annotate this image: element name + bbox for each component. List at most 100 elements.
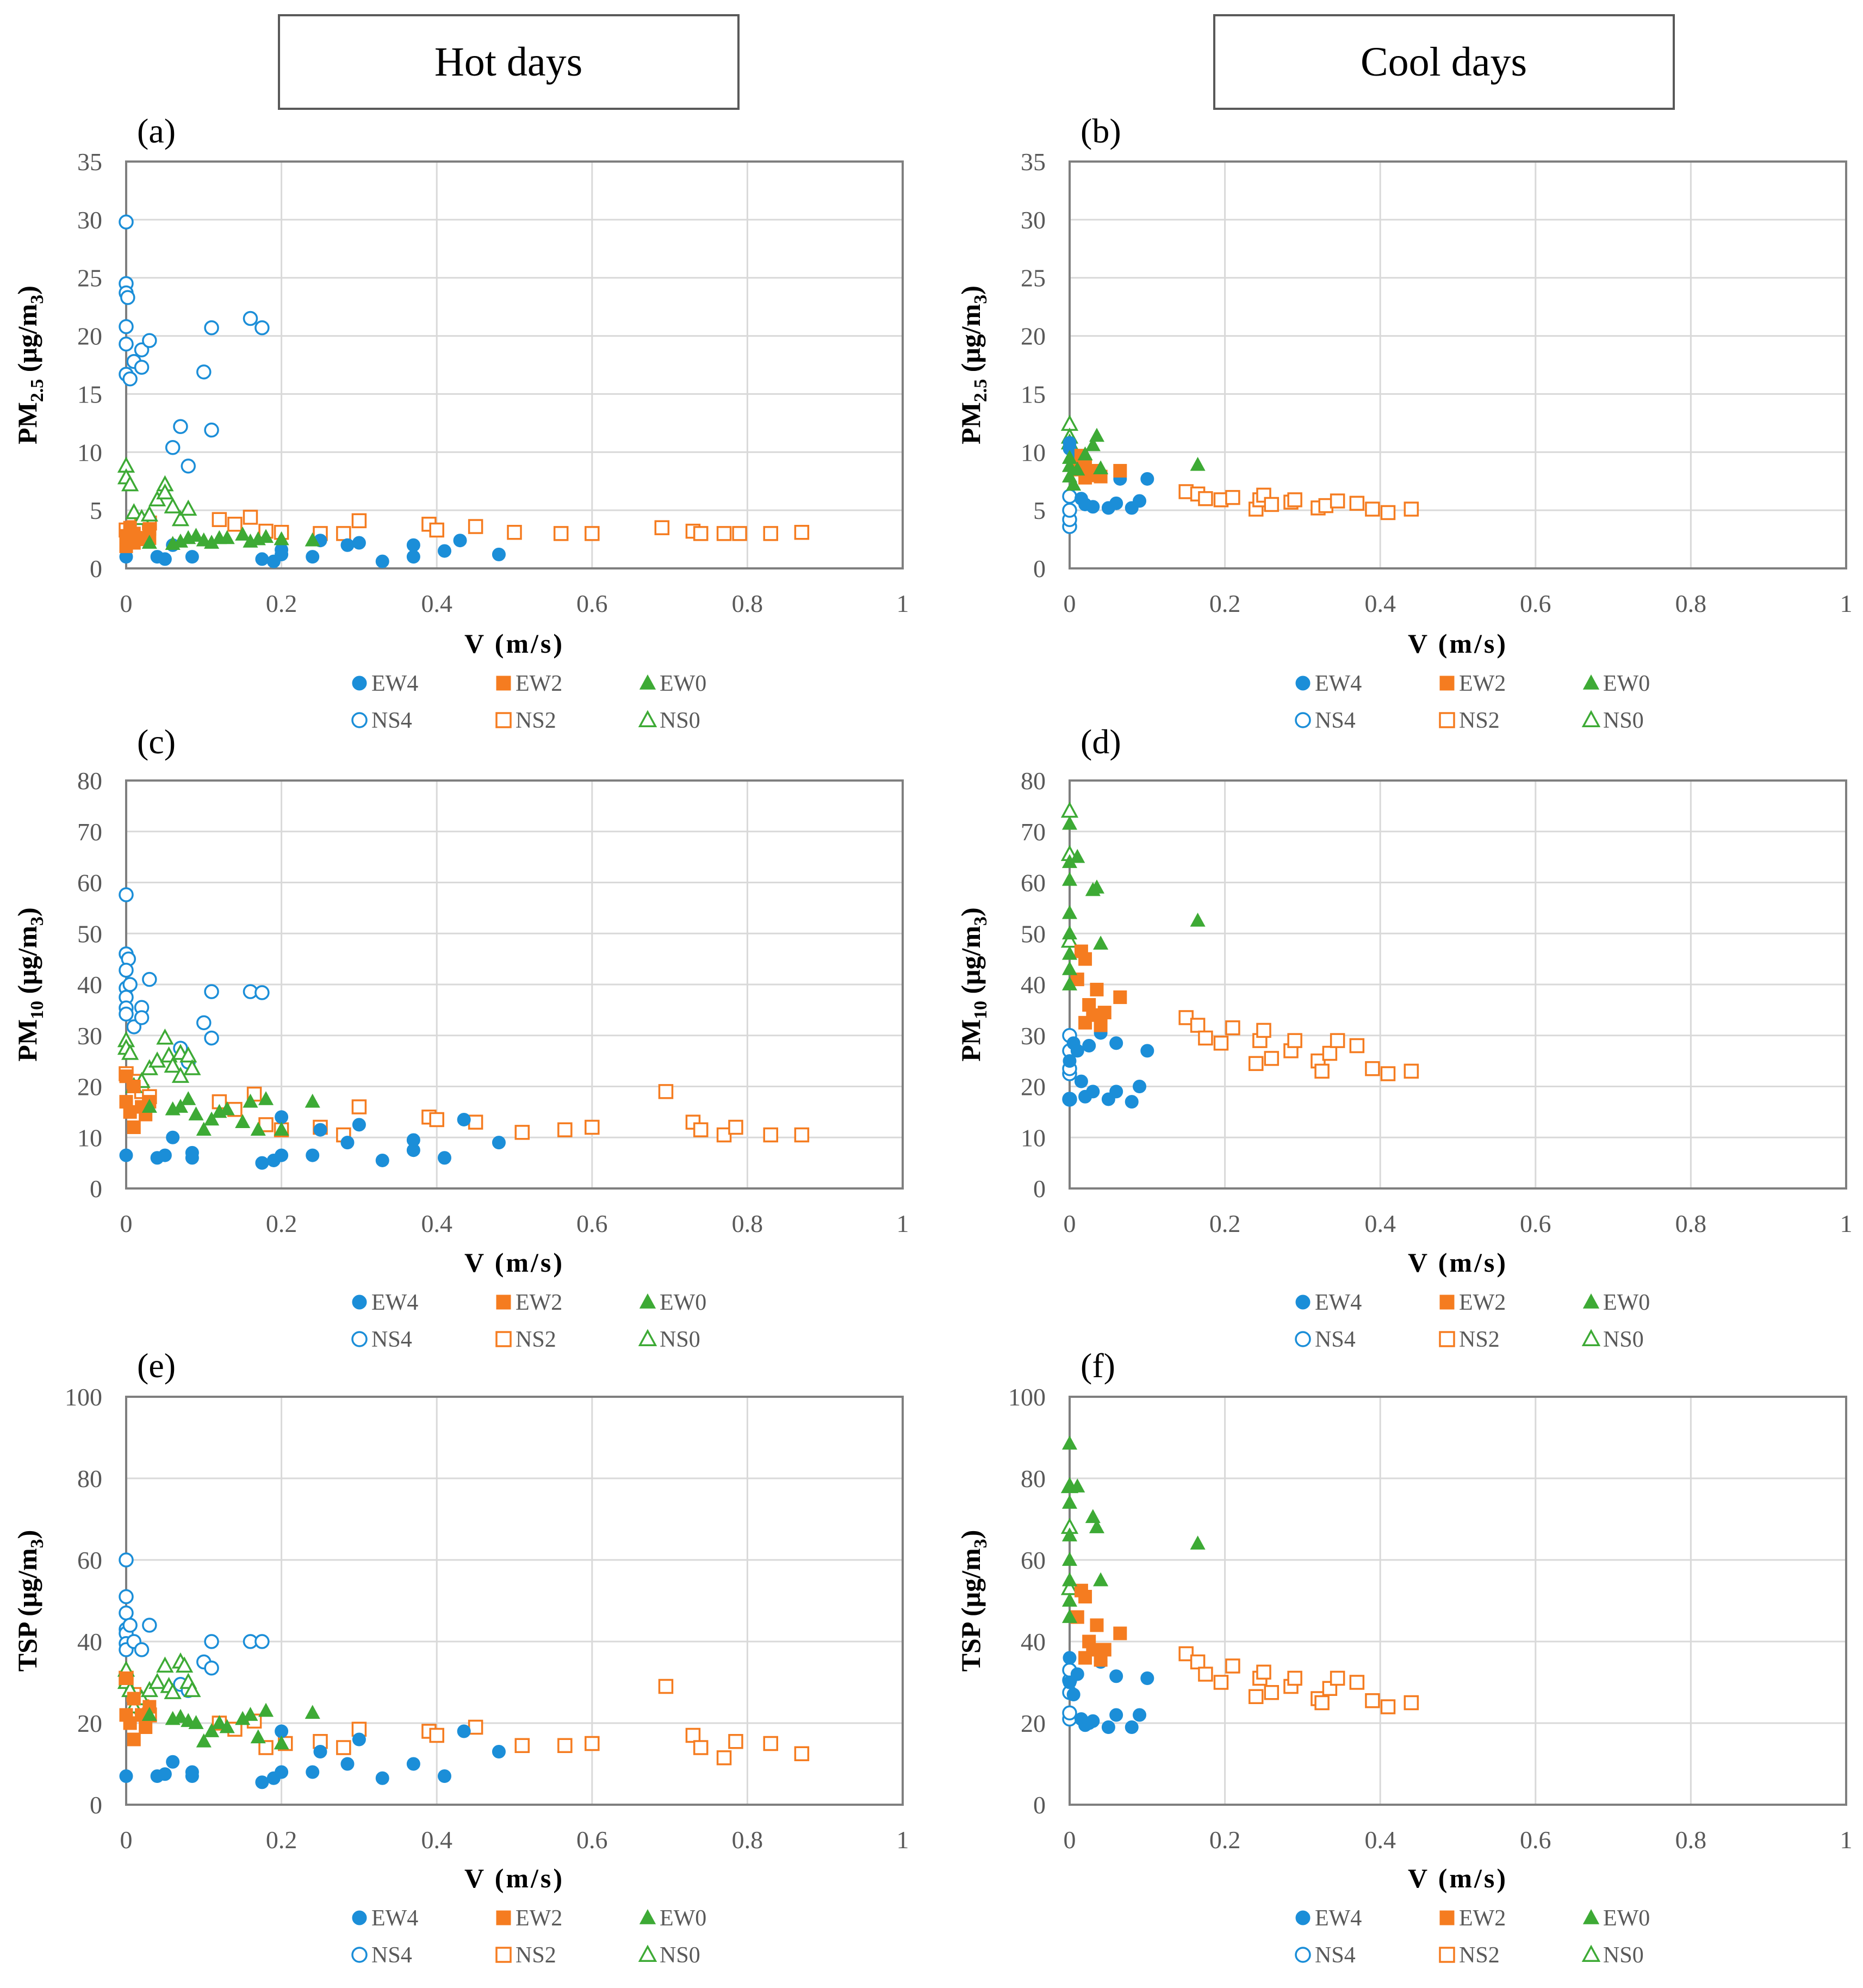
data-point-NS0 xyxy=(179,1046,197,1063)
data-point-NS4 xyxy=(204,1661,219,1676)
data-point-EW0 xyxy=(1061,1593,1078,1607)
data-point-EW4 xyxy=(158,1148,172,1162)
data-point-EW4 xyxy=(352,1732,366,1747)
y-tick-label: 40 xyxy=(1021,1628,1046,1656)
legend-marker-EW2 xyxy=(1439,1295,1455,1310)
legend-label-EW2: EW2 xyxy=(1459,671,1506,696)
data-point-EW4 xyxy=(313,1123,327,1137)
y-tick-label: 100 xyxy=(1008,1383,1046,1411)
y-tick-label: 10 xyxy=(77,438,102,466)
data-point-NS4 xyxy=(165,439,181,455)
data-point-EW4 xyxy=(406,1133,420,1147)
legend-label-EW2: EW2 xyxy=(516,671,562,696)
x-tick-label: 0.4 xyxy=(1364,1210,1396,1237)
legend: EW4 EW2 EW0 NS4 NS2 NS0 xyxy=(1295,671,1650,733)
x-tick-label: 0.4 xyxy=(421,1826,452,1854)
y-tick-label: 30 xyxy=(1021,1022,1046,1050)
data-point-EW0 xyxy=(1061,1435,1078,1450)
data-point-EW4 xyxy=(1109,496,1123,510)
legend-label-EW2: EW2 xyxy=(516,1290,562,1315)
data-point-EW2 xyxy=(1078,1590,1092,1603)
legend-label-NS0: NS0 xyxy=(1603,708,1644,733)
data-point-NS0 xyxy=(183,1059,201,1075)
data-point-EW4 xyxy=(437,1769,451,1783)
legend-marker-NS4 xyxy=(351,1947,368,1963)
series-NS4 xyxy=(119,214,270,474)
data-point-EW0 xyxy=(204,1723,220,1737)
y-tick-label: 20 xyxy=(77,323,102,350)
data-point-EW0 xyxy=(1085,437,1101,451)
x-tick-label: 0.4 xyxy=(421,1210,452,1237)
data-point-NS2 xyxy=(1380,505,1396,521)
data-point-EW0 xyxy=(1061,1552,1078,1566)
data-point-NS4 xyxy=(122,1618,138,1633)
data-point-NS0 xyxy=(140,1681,158,1698)
header-cool-days: Cool days xyxy=(1213,14,1675,110)
data-point-EW4 xyxy=(492,1136,506,1150)
data-point-EW4 xyxy=(1070,1044,1084,1058)
data-point-EW0 xyxy=(1061,925,1078,940)
data-point-EW4 xyxy=(375,1153,389,1167)
series-EW4 xyxy=(119,1724,506,1789)
x-tick-label: 1 xyxy=(1840,590,1853,617)
panel-label: (d) xyxy=(1080,722,1121,761)
legend-marker-NS0 xyxy=(638,1944,657,1962)
data-point-NS2 xyxy=(336,526,351,541)
series-NS2 xyxy=(1178,1646,1419,1714)
data-point-EW0 xyxy=(305,1705,320,1719)
data-point-NS2 xyxy=(1322,1681,1338,1696)
data-point-EW4 xyxy=(1125,1095,1139,1109)
x-axis-title: V (m/s) xyxy=(464,1863,564,1893)
data-point-EW4 xyxy=(1074,1074,1088,1088)
data-point-NS2 xyxy=(763,1127,778,1143)
x-tick-label: 0.6 xyxy=(1520,1826,1551,1854)
data-point-EW0 xyxy=(172,1099,189,1113)
legend-label-EW0: EW0 xyxy=(1603,1290,1650,1315)
y-axis-title: PM10 (μg/m3) xyxy=(12,907,47,1061)
data-point-NS2 xyxy=(1213,1036,1229,1051)
data-point-NS4 xyxy=(119,336,134,352)
data-point-NS2 xyxy=(1256,1664,1271,1680)
data-point-NS4 xyxy=(204,320,219,336)
data-point-NS2 xyxy=(1248,1689,1264,1704)
data-point-EW2 xyxy=(127,1692,141,1706)
legend-label-EW4: EW4 xyxy=(371,671,418,696)
legend-marker-EW4 xyxy=(1295,1295,1311,1310)
data-point-NS2 xyxy=(507,524,522,540)
data-point-NS4 xyxy=(119,214,134,230)
data-point-NS2 xyxy=(716,1750,732,1766)
series-EW2 xyxy=(1070,1583,1127,1667)
data-point-EW0 xyxy=(219,1101,235,1116)
legend-marker-EW0 xyxy=(1582,1909,1600,1924)
data-point-NS0 xyxy=(140,505,158,522)
data-point-EW2 xyxy=(1113,1626,1127,1640)
legend-label-EW2: EW2 xyxy=(516,1906,562,1931)
data-point-NS2 xyxy=(1256,487,1271,503)
series-EW0 xyxy=(1061,1435,1206,1623)
y-tick-label: 25 xyxy=(1021,264,1046,292)
data-point-EW4 xyxy=(1066,1688,1080,1701)
data-point-NS0 xyxy=(179,499,197,516)
data-point-NS2 xyxy=(429,1727,444,1743)
data-point-EW4 xyxy=(275,1765,289,1779)
legend-marker-EW4 xyxy=(352,1295,367,1310)
data-point-EW0 xyxy=(141,535,157,549)
y-tick-label: 0 xyxy=(1033,1175,1046,1203)
legend-marker-NS2 xyxy=(1439,1331,1455,1347)
data-point-NS2 xyxy=(1404,501,1419,517)
legend: EW4 EW2 EW0 NS4 NS2 NS0 xyxy=(351,1290,706,1352)
data-point-NS2 xyxy=(654,520,670,535)
data-point-NS0 xyxy=(164,497,182,513)
x-tick-label: 1 xyxy=(1840,1826,1853,1854)
data-point-NS2 xyxy=(728,1119,743,1135)
y-tick-label: 10 xyxy=(1021,1124,1046,1151)
data-point-EW4 xyxy=(158,1767,172,1781)
panel-label: (c) xyxy=(137,722,176,761)
data-point-EW2 xyxy=(123,1105,137,1119)
legend-label-NS2: NS2 xyxy=(1459,1327,1500,1352)
data-point-EW0 xyxy=(181,1091,196,1105)
data-point-NS2 xyxy=(336,1740,351,1755)
data-point-NS2 xyxy=(585,1119,600,1135)
